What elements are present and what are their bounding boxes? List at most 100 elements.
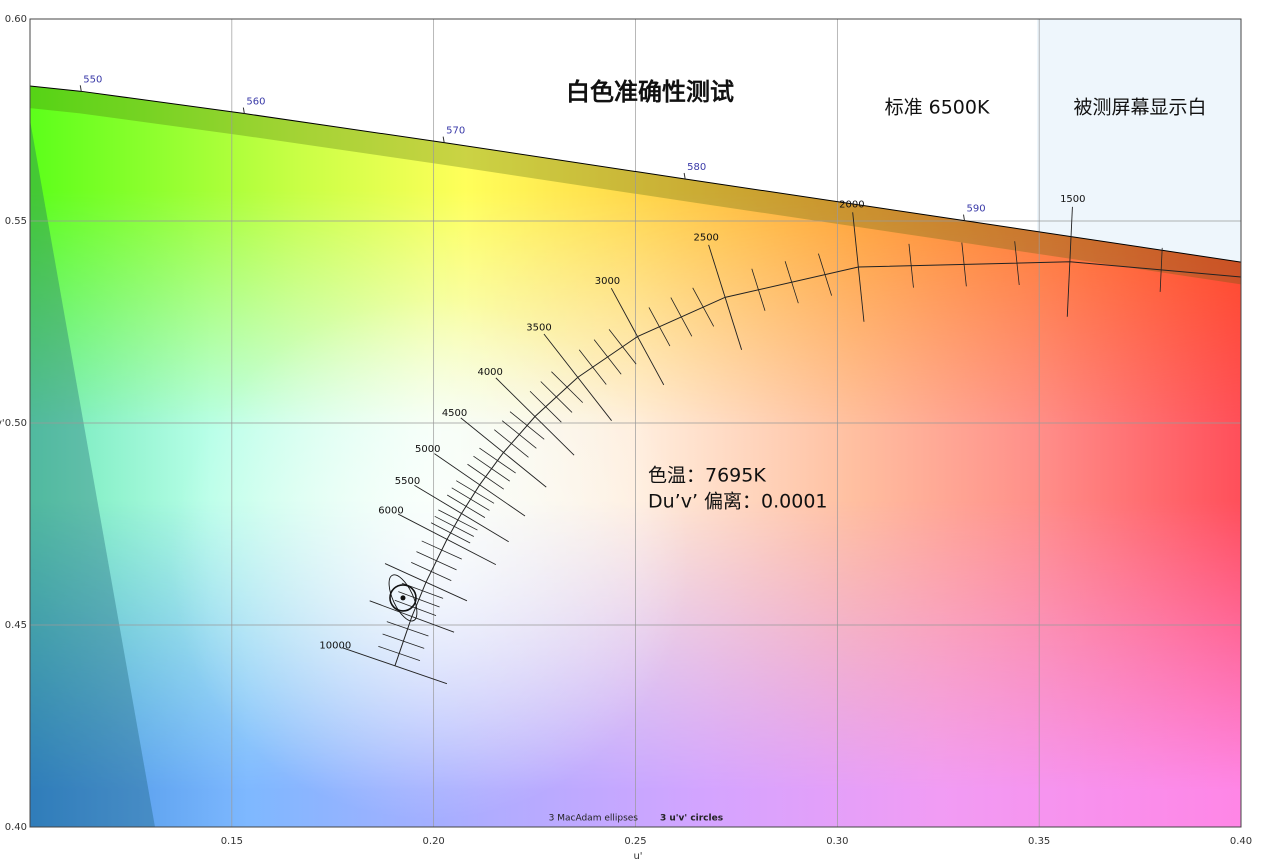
iso-minor-tick bbox=[394, 599, 437, 616]
wavelength-label: 570 bbox=[446, 126, 465, 137]
iso-minor-tick bbox=[818, 253, 833, 296]
macadam-ellipse bbox=[388, 574, 418, 622]
measured-region-label: 被测屏幕显示白 bbox=[1073, 97, 1206, 119]
iso-minor-tick bbox=[451, 487, 490, 511]
cct-label: 5500 bbox=[395, 476, 420, 487]
iso-minor-tick bbox=[1014, 241, 1020, 286]
iso-minor-tick bbox=[578, 349, 607, 385]
wavelength-tick bbox=[962, 214, 965, 221]
iso-minor-tick bbox=[593, 339, 622, 375]
iso-minor-tick bbox=[382, 633, 425, 649]
isotemperature-line bbox=[434, 453, 526, 517]
cct-label: 10000 bbox=[319, 640, 351, 651]
iso-minor-tick bbox=[456, 480, 495, 504]
cct-label: 2500 bbox=[693, 232, 718, 243]
iso-minor-tick bbox=[438, 509, 478, 531]
duv-circle bbox=[389, 584, 417, 612]
iso-minor-tick bbox=[648, 307, 671, 347]
y-tick-label: 0.50 bbox=[5, 418, 27, 429]
wavelength-tick bbox=[79, 85, 82, 92]
x-tick-label: 0.15 bbox=[221, 836, 243, 847]
iso-minor-tick bbox=[961, 242, 967, 287]
isotemperature-line bbox=[708, 244, 743, 350]
plot-frame bbox=[29, 18, 1242, 828]
duv-annotation: Du’v’ 偏离：0.0001 bbox=[648, 491, 828, 513]
labels: 0.15 0.20 0.25 0.30 0.35 0.40 0.40 0.45 0.50 0.55… bbox=[5, 14, 1252, 847]
cct-label: 4500 bbox=[442, 408, 467, 419]
isotemperature-line bbox=[342, 647, 448, 685]
cct-label: 2000 bbox=[839, 199, 864, 210]
iso-minor-tick bbox=[608, 329, 637, 365]
iso-minor-tick bbox=[411, 561, 452, 581]
wavelength-tick bbox=[242, 107, 245, 114]
chart-title: 白色准确性测试 bbox=[566, 78, 734, 106]
wavelength-tick bbox=[442, 136, 445, 143]
iso-minor-tick bbox=[751, 268, 766, 311]
iso-minor-tick bbox=[473, 455, 510, 482]
wavelength-label: 560 bbox=[246, 97, 265, 108]
isotemperature-line bbox=[610, 287, 665, 386]
isotemperature-line bbox=[369, 600, 455, 633]
x-tick-label: 0.20 bbox=[423, 836, 445, 847]
iso-minor-tick bbox=[416, 551, 457, 571]
iso-minor-tick bbox=[692, 287, 715, 327]
x-tick-label: 0.30 bbox=[826, 836, 848, 847]
cct-label: 6000 bbox=[378, 505, 403, 516]
iso-minor-tick bbox=[551, 371, 584, 403]
y-tick-label: 0.55 bbox=[5, 216, 27, 227]
iso-minor-tick bbox=[1251, 256, 1253, 300]
wavelength-label: 550 bbox=[83, 74, 102, 85]
iso-minor-tick bbox=[501, 420, 537, 449]
iso-minor-tick bbox=[386, 621, 429, 637]
x-tick-label: 0.25 bbox=[624, 836, 646, 847]
iso-minor-tick bbox=[398, 591, 440, 608]
cct-label: 3500 bbox=[526, 323, 551, 334]
y-axis-label: v' bbox=[0, 418, 5, 429]
iso-minor-tick bbox=[434, 515, 474, 537]
wavelength-tick bbox=[683, 172, 686, 180]
cct-annotation: 色温：7695K bbox=[648, 465, 766, 487]
iso-minor-tick bbox=[529, 390, 562, 423]
iso-minor-tick bbox=[908, 243, 914, 288]
iso-minor-tick bbox=[446, 494, 486, 518]
iso-minor-tick bbox=[494, 429, 529, 458]
iso-minor-tick bbox=[479, 447, 516, 474]
data bbox=[30, 85, 1253, 685]
x-axis-label: u' bbox=[633, 851, 642, 862]
isotemperature-line bbox=[414, 484, 509, 543]
iso-minor-tick bbox=[1159, 247, 1163, 292]
measured-point bbox=[400, 595, 406, 601]
iso-minor-tick bbox=[509, 411, 545, 440]
y-tick-label: 0.60 bbox=[5, 14, 27, 25]
wavelength-label: 590 bbox=[966, 204, 985, 215]
cct-label: 5000 bbox=[415, 444, 440, 455]
isotemperature-line bbox=[495, 377, 575, 456]
isotemperature-line bbox=[384, 563, 468, 602]
wavelength-label: 580 bbox=[687, 162, 706, 173]
left-shade bbox=[30, 120, 155, 827]
cct-label: 3000 bbox=[595, 276, 620, 287]
isotemperature-line bbox=[543, 333, 612, 421]
iso-minor-tick bbox=[540, 381, 573, 413]
isotemperature-line bbox=[852, 212, 865, 322]
legend-circles: 3 u'v' circles bbox=[660, 814, 723, 824]
x-tick-label: 0.35 bbox=[1028, 836, 1050, 847]
iso-minor-tick bbox=[430, 522, 471, 544]
iso-minor-tick bbox=[670, 297, 693, 337]
isotemperature-line bbox=[1066, 206, 1073, 317]
x-tick-label: 0.40 bbox=[1230, 836, 1252, 847]
standard-label: 标准 6500K bbox=[885, 97, 990, 119]
iso-minor-tick bbox=[467, 463, 504, 490]
y-tick-label: 0.40 bbox=[5, 822, 27, 833]
iso-minor-tick bbox=[784, 261, 799, 304]
isotemperature-line bbox=[460, 417, 547, 488]
legend-ellipses: 3 MacAdam ellipses bbox=[549, 814, 639, 824]
cct-label: 1500 bbox=[1060, 194, 1085, 205]
isotemperature-line bbox=[397, 513, 497, 566]
y-tick-label: 0.45 bbox=[5, 620, 27, 631]
iso-minor-tick bbox=[378, 645, 421, 662]
iso-minor-tick bbox=[421, 540, 462, 560]
cct-label: 4000 bbox=[477, 367, 502, 378]
